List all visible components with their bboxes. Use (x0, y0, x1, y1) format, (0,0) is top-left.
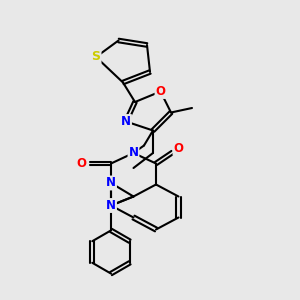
Text: O: O (76, 157, 87, 170)
Text: O: O (155, 85, 166, 98)
Text: O: O (173, 142, 184, 155)
Text: N: N (106, 176, 116, 190)
Text: N: N (121, 115, 131, 128)
Text: N: N (128, 146, 139, 160)
Text: N: N (106, 199, 116, 212)
Text: S: S (92, 50, 100, 64)
